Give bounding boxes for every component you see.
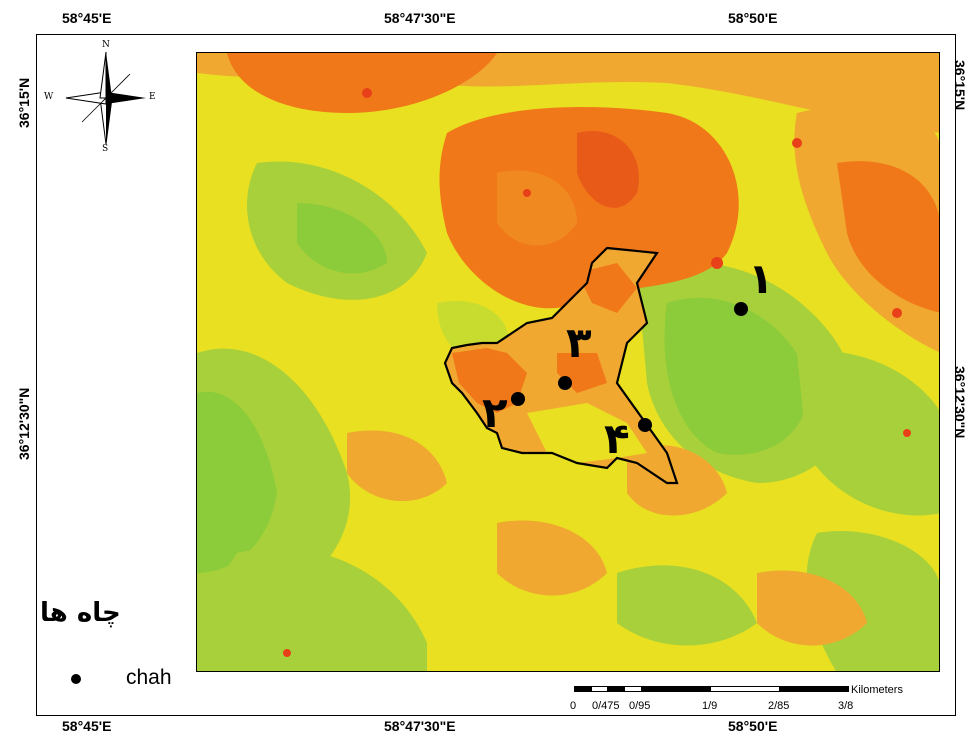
scale-tick-label: 0 (570, 700, 577, 712)
compass-north-label: N (102, 40, 110, 50)
scale-segment (779, 686, 849, 692)
scale-segment (574, 686, 592, 692)
top-longitude-label: 58°45'E (62, 10, 112, 26)
scale-tick-label: 1/9 (702, 700, 718, 712)
right-latitude-label: 36°15'N (952, 60, 968, 111)
well-marker (511, 392, 525, 406)
compass-east-label: E (149, 92, 156, 102)
legend-title: چاه ها (40, 598, 121, 628)
scale-tick-label: 2/85 (768, 700, 790, 712)
scale-segment (624, 686, 642, 692)
legend-well-symbol-icon (71, 674, 81, 684)
bottom-longitude-label: 58°50'E (728, 718, 778, 734)
well-number-label: ١ (748, 254, 774, 303)
scale-tick-label: 0/95 (629, 700, 651, 712)
legend-item-label: chah (126, 666, 172, 689)
scale-segment (591, 686, 608, 692)
well-marker (638, 418, 652, 432)
scale-segment (607, 686, 625, 692)
well-number-label: ٣ (566, 318, 592, 367)
scale-tick-label: 3/8 (838, 700, 854, 712)
well-number-label: ۴ (604, 414, 630, 463)
raster-map (196, 52, 940, 672)
well-marker (558, 376, 572, 390)
left-latitude-label: 36°12'30"N (16, 387, 32, 460)
well-number-label: ٢ (482, 388, 508, 437)
scale-segment (641, 686, 711, 692)
scale-tick-label: 0/475 (592, 700, 620, 712)
bottom-longitude-label: 58°47'30"E (384, 718, 456, 734)
right-latitude-label: 36°12'30"N (952, 366, 968, 439)
scale-segment (710, 686, 780, 692)
map-frame (36, 34, 956, 716)
left-latitude-label: 36°15'N (16, 77, 32, 128)
north-arrow-icon: N S E W (44, 40, 156, 156)
top-longitude-label: 58°47'30"E (384, 10, 456, 26)
compass-south-label: S (102, 144, 109, 154)
scale-unit-label: Kilometers (851, 684, 903, 696)
compass-west-label: W (44, 92, 54, 102)
top-longitude-label: 58°50'E (728, 10, 778, 26)
well-marker (734, 302, 748, 316)
bottom-longitude-label: 58°45'E (62, 718, 112, 734)
